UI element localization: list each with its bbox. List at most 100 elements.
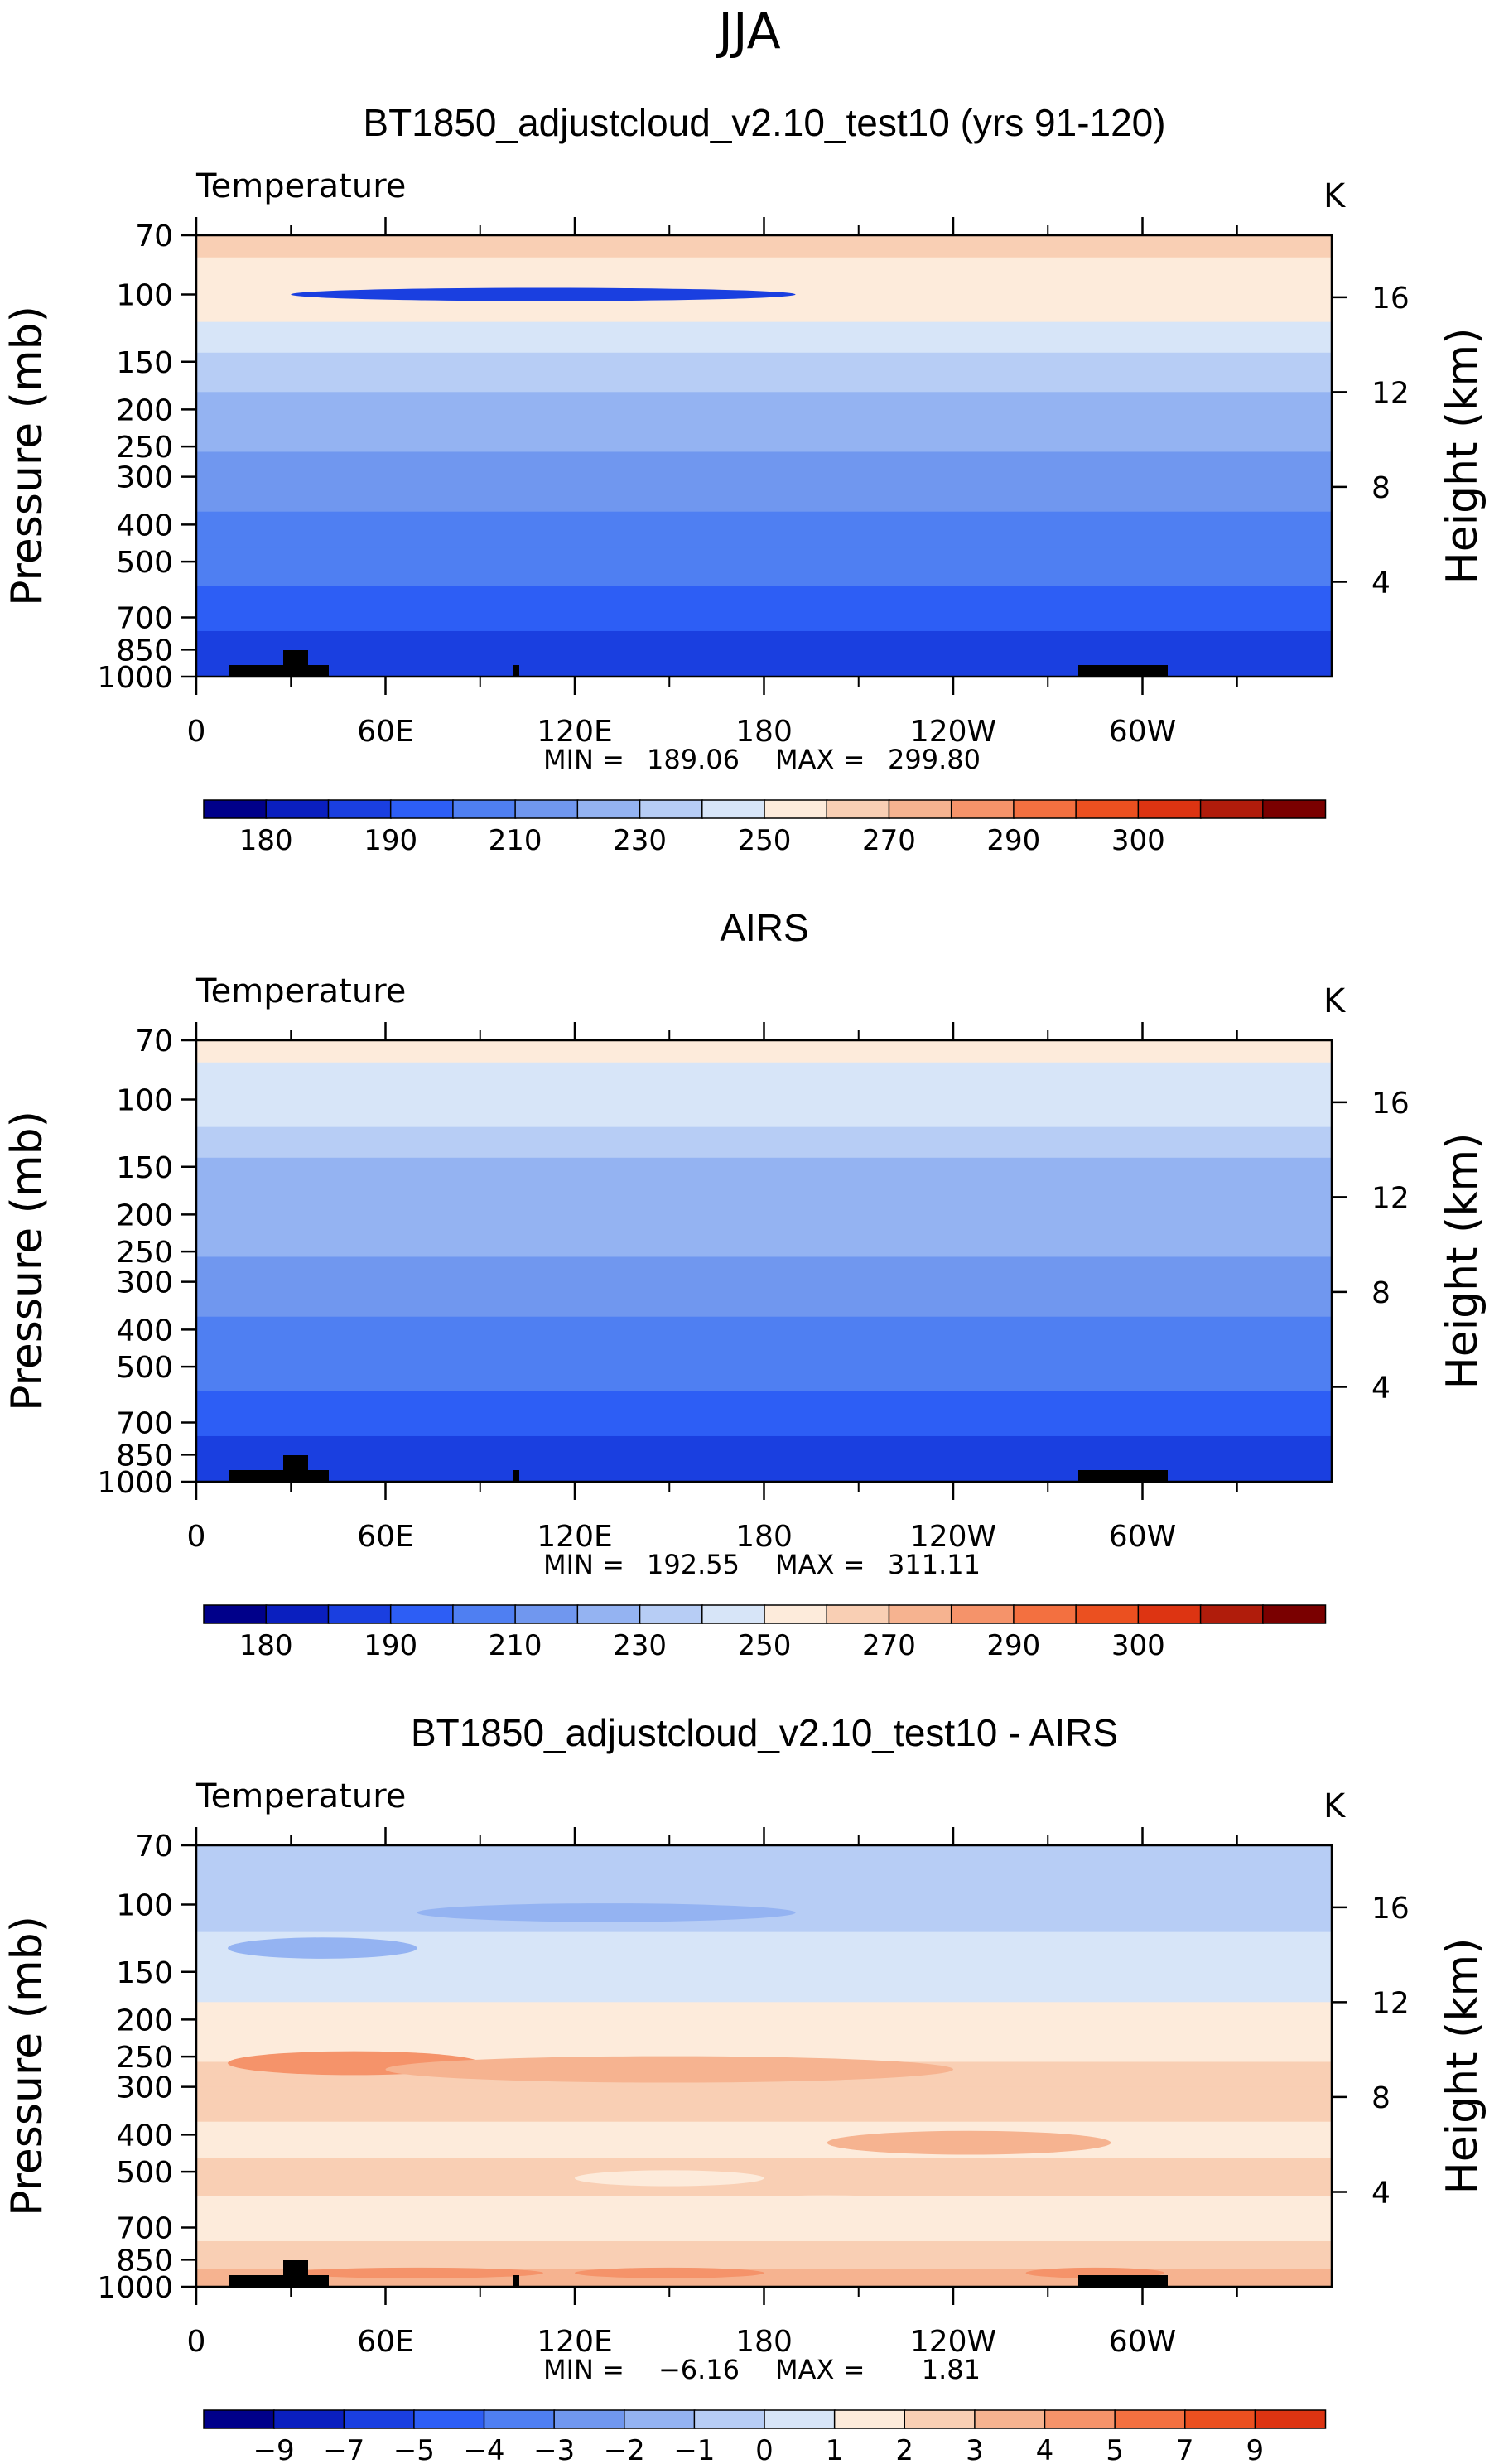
min-label: MIN = bbox=[543, 1549, 624, 1580]
x-axis: 0 60E 120E 180 120W 60W bbox=[187, 217, 1238, 749]
colorbar-box bbox=[327, 1604, 392, 1624]
colorbar-tick-label: 300 bbox=[1111, 1629, 1165, 1662]
y-axis-title: Pressure (mb) bbox=[2, 1111, 52, 1411]
height-tick-label: 4 bbox=[1371, 2176, 1391, 2210]
topography-block bbox=[1078, 665, 1168, 677]
topography-block bbox=[283, 1455, 308, 1482]
colorbar-box bbox=[265, 1604, 330, 1624]
contour-band bbox=[196, 1962, 1332, 2003]
colorbar-box bbox=[1075, 1604, 1140, 1624]
x-axis: 0 60E 120E 180 120W 60W bbox=[187, 1827, 1238, 2359]
colorbar-box bbox=[826, 1604, 890, 1624]
height-axis-title: Height (km) bbox=[1438, 328, 1487, 585]
colorbar-box bbox=[693, 2409, 766, 2429]
colorbar-box bbox=[1137, 799, 1202, 819]
colorbar-tick-label: −7 bbox=[323, 2434, 364, 2464]
panel-right-label: K bbox=[1323, 177, 1347, 215]
contour-band bbox=[196, 476, 1332, 513]
topography-block bbox=[513, 2275, 519, 2287]
colorbar-tick-label: 180 bbox=[239, 1629, 293, 1662]
panel-title: AIRS bbox=[720, 906, 808, 949]
y-tick-label: 1000 bbox=[97, 2271, 173, 2305]
max-label: MAX = bbox=[775, 2354, 865, 2385]
colorbar-box bbox=[1254, 2409, 1327, 2429]
colorbar-box bbox=[413, 2409, 485, 2429]
colorbar-tick-label: 250 bbox=[738, 824, 792, 857]
topography bbox=[229, 2260, 1168, 2287]
y-tick-label: 700 bbox=[116, 1407, 173, 1441]
x-tick-label: 180 bbox=[735, 715, 793, 749]
panel-right-label: K bbox=[1323, 1787, 1347, 1825]
contour-band bbox=[196, 2002, 1332, 2032]
colorbar-tick-label: 4 bbox=[1036, 2434, 1054, 2464]
colorbar-box bbox=[904, 2409, 976, 2429]
y-tick-label: 200 bbox=[116, 2004, 173, 2037]
colorbar-box bbox=[452, 799, 517, 819]
colorbar-box bbox=[576, 1604, 641, 1624]
colorbar-tick-label: 290 bbox=[986, 1629, 1040, 1662]
height-axis-title: Height (km) bbox=[1438, 1938, 1487, 2195]
colorbar-box bbox=[576, 799, 641, 819]
colorbar-tick-label: 190 bbox=[364, 1629, 417, 1662]
colorbar-tick-label: 3 bbox=[966, 2434, 984, 2464]
y-tick-label: 100 bbox=[116, 278, 173, 312]
colorbar-box bbox=[1184, 2409, 1256, 2429]
colorbar: 180 190 210 230 250 270 290 300 bbox=[203, 799, 1327, 857]
height-tick-label: 12 bbox=[1371, 376, 1410, 410]
contour-band bbox=[196, 1316, 1332, 1353]
panel-left-label: Temperature bbox=[195, 167, 406, 205]
colorbar-box bbox=[389, 1604, 455, 1624]
x-tick-label: 120W bbox=[910, 715, 996, 749]
min-label: MIN = bbox=[543, 2354, 624, 2385]
contour-anomaly bbox=[385, 2056, 953, 2083]
colorbar-tick-label: 270 bbox=[862, 824, 916, 857]
topography-block bbox=[229, 2275, 329, 2287]
colorbar-box bbox=[1199, 799, 1265, 819]
colorbar-tick-label: 5 bbox=[1106, 2434, 1124, 2464]
y-tick-label: 700 bbox=[116, 2212, 173, 2246]
y-tick-label: 150 bbox=[116, 346, 173, 380]
colorbar-tick-label: −2 bbox=[604, 2434, 645, 2464]
max-label: MAX = bbox=[775, 1549, 865, 1580]
x-tick-label: 60E bbox=[357, 2325, 414, 2359]
max-value: 1.81 bbox=[922, 2354, 981, 2385]
colorbar-box bbox=[514, 1604, 579, 1624]
height-tick-label: 8 bbox=[1371, 471, 1391, 505]
contour-band bbox=[196, 1040, 1332, 1063]
contour-band bbox=[196, 1256, 1332, 1283]
y-tick-label: 300 bbox=[116, 2071, 173, 2105]
colorbar-box bbox=[888, 799, 952, 819]
contour-band bbox=[196, 1281, 1332, 1318]
panel-title: BT1850_adjustcloud_v2.10_test10 - AIRS bbox=[411, 1711, 1118, 1754]
colorbar-box bbox=[272, 2409, 345, 2429]
contour-band bbox=[196, 658, 1332, 677]
y-tick-label: 150 bbox=[116, 1151, 173, 1185]
panel-3: BT1850_adjustcloud_v2.10_test10 - AIRSTe… bbox=[2, 1711, 1487, 2464]
colorbar-tick-label: 180 bbox=[239, 824, 293, 857]
y-tick-label: 70 bbox=[135, 219, 173, 253]
colorbar-box bbox=[624, 2409, 696, 2429]
contour-band bbox=[196, 511, 1332, 548]
y-tick-label: 100 bbox=[116, 1083, 173, 1117]
contour-band bbox=[196, 630, 1332, 660]
colorbar-box bbox=[327, 799, 392, 819]
topography-block bbox=[1078, 1470, 1168, 1482]
colorbar-box bbox=[888, 1604, 952, 1624]
y-tick-label: 250 bbox=[116, 1236, 173, 1270]
y-tick-label: 500 bbox=[116, 2156, 173, 2190]
y-tick-label: 300 bbox=[116, 1266, 173, 1300]
y-axis-title: Pressure (mb) bbox=[2, 1916, 52, 2216]
min-max: MIN = −6.16 MAX = 1.81 bbox=[543, 2354, 981, 2385]
contour-band bbox=[196, 1197, 1332, 1227]
colorbar-tick-label: 300 bbox=[1111, 824, 1165, 857]
colorbar-box bbox=[950, 799, 1015, 819]
height-tick-label: 16 bbox=[1371, 282, 1410, 316]
y-tick-label: 500 bbox=[116, 1351, 173, 1385]
colorbar-tick-label: −9 bbox=[253, 2434, 295, 2464]
colorbar-box bbox=[1262, 1604, 1327, 1624]
colorbar-box bbox=[553, 2409, 625, 2429]
colorbar-tick-label: −3 bbox=[533, 2434, 575, 2464]
contour-band bbox=[196, 1845, 1332, 1868]
